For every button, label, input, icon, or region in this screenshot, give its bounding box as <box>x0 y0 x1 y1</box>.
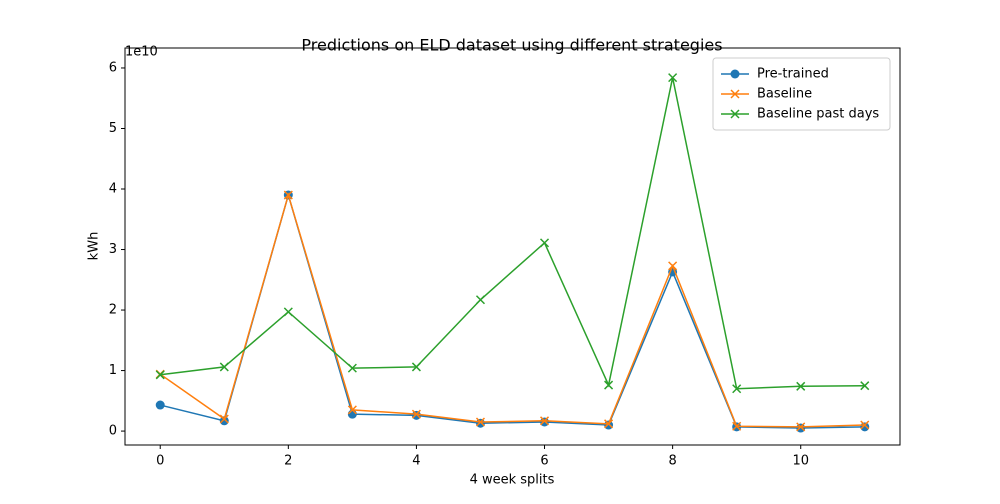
legend-marker <box>730 69 740 79</box>
data-point <box>796 381 806 391</box>
legend-label: Pre-trained <box>757 67 829 82</box>
data-point <box>347 409 357 419</box>
data-point <box>347 405 357 415</box>
data-point <box>860 422 870 432</box>
data-point <box>475 418 485 428</box>
y-tick-label: 5 <box>109 121 117 136</box>
legend-label: Baseline past days <box>757 107 879 122</box>
y-tick-label: 6 <box>109 60 117 75</box>
legend-marker <box>730 89 740 99</box>
legend-box <box>712 57 891 131</box>
data-point <box>155 400 165 410</box>
data-point <box>475 295 486 305</box>
data-point <box>539 238 550 248</box>
data-point <box>219 362 229 372</box>
data-point <box>668 261 678 271</box>
data-point <box>539 416 550 426</box>
x-tick-label: 6 <box>540 454 548 469</box>
y-tick-label: 1 <box>109 363 117 378</box>
legend-label: Baseline <box>757 87 812 102</box>
data-point <box>411 410 421 420</box>
legend: Pre-trained Baseline Baseline past days <box>712 57 891 131</box>
data-point <box>732 384 742 394</box>
x-tick-label: 4 <box>412 454 420 469</box>
y-tick-label: 0 <box>109 424 117 439</box>
data-point <box>540 417 550 427</box>
y-offset-label: 1e10 <box>125 45 158 60</box>
data-point <box>860 420 870 430</box>
data-point <box>860 381 870 391</box>
x-tick-label: 10 <box>792 454 809 469</box>
data-point <box>411 409 421 419</box>
chart-title: Predictions on ELD dataset using differe… <box>301 36 722 55</box>
y-axis-label: kWh <box>87 232 102 261</box>
x-tick-label: 2 <box>284 454 292 469</box>
data-point <box>796 422 806 432</box>
x-tick-label: 8 <box>668 454 676 469</box>
data-point <box>347 363 357 373</box>
data-point <box>219 414 229 424</box>
data-point <box>475 417 486 427</box>
data-point <box>668 73 678 83</box>
data-point <box>283 190 293 200</box>
series-line <box>160 77 865 390</box>
x-axis-label: 4 week splits <box>470 473 555 488</box>
data-point <box>155 370 165 380</box>
series-line <box>159 192 865 428</box>
legend-marker <box>730 109 740 119</box>
data-point <box>283 307 293 317</box>
data-point <box>604 420 614 430</box>
data-point <box>732 421 742 431</box>
data-point <box>604 380 614 390</box>
data-point <box>411 362 421 372</box>
data-point <box>796 423 806 433</box>
x-tick-label: 0 <box>156 454 164 469</box>
data-point <box>219 416 229 426</box>
y-tick-label: 3 <box>109 242 117 257</box>
y-tick-label: 4 <box>109 182 117 197</box>
plot-frame <box>124 47 901 446</box>
y-tick-label: 2 <box>109 303 117 318</box>
data-point <box>604 419 614 429</box>
